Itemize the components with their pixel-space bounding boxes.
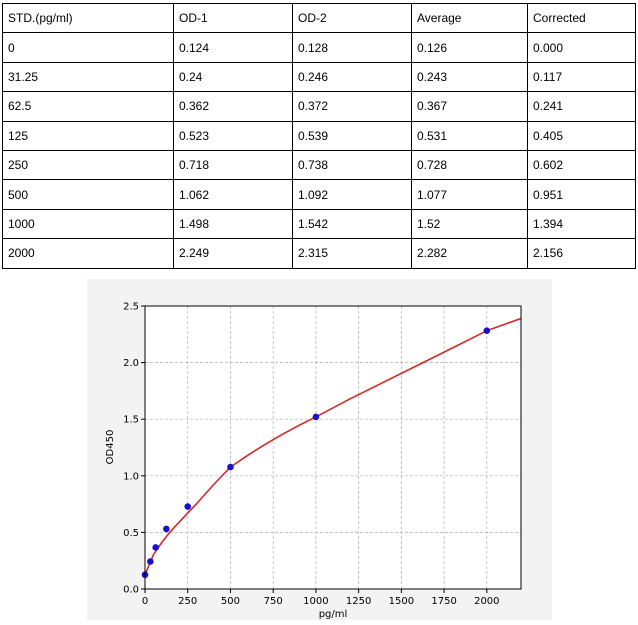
table-cell: 0.738 <box>292 149 412 181</box>
table-cell: 1.394 <box>527 208 636 240</box>
y-tick-label: 0.0 <box>123 585 139 596</box>
header-corrected: Corrected <box>527 2 636 34</box>
table-cell: 0.951 <box>527 179 636 210</box>
y-axis-label: OD450 <box>105 430 116 465</box>
x-axis-label: pg/ml <box>319 609 348 620</box>
table-row: 31.25 0.24 0.246 0.243 0.117 <box>2 61 636 93</box>
table-cell: 0.126 <box>411 32 528 63</box>
x-tick-label: 1500 <box>389 596 414 607</box>
table-cell: 31.25 <box>2 61 174 93</box>
x-tick-label: 250 <box>178 596 197 607</box>
table-cell: 2.156 <box>527 238 636 269</box>
x-tick-label: 1750 <box>431 596 456 607</box>
x-axis-ticks: 0 250 500 750 1000 1250 1500 1750 2000 <box>142 589 500 607</box>
x-tick-label: 750 <box>264 596 283 607</box>
table-row: 250 0.718 0.738 0.728 0.602 <box>2 149 636 181</box>
chart-svg: 0 250 500 750 1000 1250 1500 1750 2000 0.0 0.5 1.0… <box>87 279 552 620</box>
y-tick-label: 1.5 <box>123 415 139 426</box>
table-cell: 0.539 <box>292 120 412 151</box>
table-cell: 0.531 <box>411 120 528 151</box>
y-tick-label: 0.5 <box>123 528 139 539</box>
table-cell: 0.000 <box>527 32 636 63</box>
table-cell: 0.728 <box>411 149 528 181</box>
data-point <box>147 558 154 565</box>
data-point <box>483 327 491 334</box>
table-cell: 125 <box>2 120 174 151</box>
table-cell: 0.24 <box>173 61 293 93</box>
table-cell: 2.249 <box>173 238 293 269</box>
data-point <box>312 413 320 421</box>
y-tick-label: 2.0 <box>123 358 139 369</box>
table-cell: 0.117 <box>527 61 636 93</box>
plot-area <box>145 306 521 589</box>
x-tick-label: 0 <box>142 596 148 607</box>
table-row: 62.5 0.362 0.372 0.367 0.241 <box>2 91 636 122</box>
table-cell: 0.124 <box>173 32 293 63</box>
table-row: 2000 2.249 2.315 2.282 2.156 <box>2 238 636 269</box>
x-tick-label: 2000 <box>474 596 499 607</box>
table-cell: 0 <box>2 32 174 63</box>
header-std: STD.(pg/ml) <box>2 2 174 34</box>
x-tick-label: 500 <box>221 596 240 607</box>
table-cell: 0.128 <box>292 32 412 63</box>
header-od1: OD-1 <box>173 2 293 34</box>
standard-curve-table: STD.(pg/ml) OD-1 OD-2 Average Corrected … <box>2 2 636 269</box>
y-axis-ticks: 0.0 0.5 1.0 1.5 2.0 2.5 <box>123 302 145 596</box>
fit-curve <box>144 317 522 576</box>
table-cell: 2.282 <box>411 238 528 269</box>
table-cell: 0.602 <box>527 149 636 181</box>
table-cell: 0.362 <box>173 91 293 122</box>
table-cell: 0.246 <box>292 61 412 93</box>
data-point <box>152 544 159 551</box>
table-cell: 0.241 <box>527 91 636 122</box>
table-cell: 1.52 <box>411 208 528 240</box>
table-cell: 0.405 <box>527 120 636 151</box>
table-row: 125 0.523 0.539 0.531 0.405 <box>2 120 636 151</box>
table-cell: 2000 <box>2 238 174 269</box>
table-cell: 0.243 <box>411 61 528 93</box>
table-cell: 500 <box>2 179 174 210</box>
table-cell: 250 <box>2 149 174 181</box>
table-cell: 0.372 <box>292 91 412 122</box>
table-cell: 1.062 <box>173 179 293 210</box>
table-cell: 1000 <box>2 208 174 240</box>
table-cell: 0.367 <box>411 91 528 122</box>
table-row: 0 0.124 0.128 0.126 0.000 <box>2 32 636 63</box>
table-cell: 0.718 <box>173 149 293 181</box>
plot-frame <box>144 305 522 590</box>
header-od2: OD-2 <box>292 2 412 34</box>
table-cell: 1.077 <box>411 179 528 210</box>
table-cell: 1.498 <box>173 208 293 240</box>
data-point <box>184 503 192 510</box>
table-header-row: STD.(pg/ml) OD-1 OD-2 Average Corrected <box>2 2 636 34</box>
y-tick-label: 2.5 <box>123 302 139 313</box>
y-tick-label: 1.0 <box>123 471 139 482</box>
table-cell: 1.092 <box>292 179 412 210</box>
x-tick-label: 1000 <box>303 596 328 607</box>
data-point <box>163 525 170 533</box>
table-cell: 62.5 <box>2 91 174 122</box>
table-row: 1000 1.498 1.542 1.52 1.394 <box>2 208 636 240</box>
table-row: 500 1.062 1.092 1.077 0.951 <box>2 179 636 210</box>
table-cell: 0.523 <box>173 120 293 151</box>
data-points <box>141 327 491 579</box>
header-average: Average <box>411 2 528 34</box>
table-cell: 1.542 <box>292 208 412 240</box>
data-point <box>227 463 234 471</box>
x-tick-label: 1250 <box>346 596 371 607</box>
standard-curve-chart: 0 250 500 750 1000 1250 1500 1750 2000 0.0 0.5 1.0… <box>87 279 552 620</box>
table-cell: 2.315 <box>292 238 412 269</box>
